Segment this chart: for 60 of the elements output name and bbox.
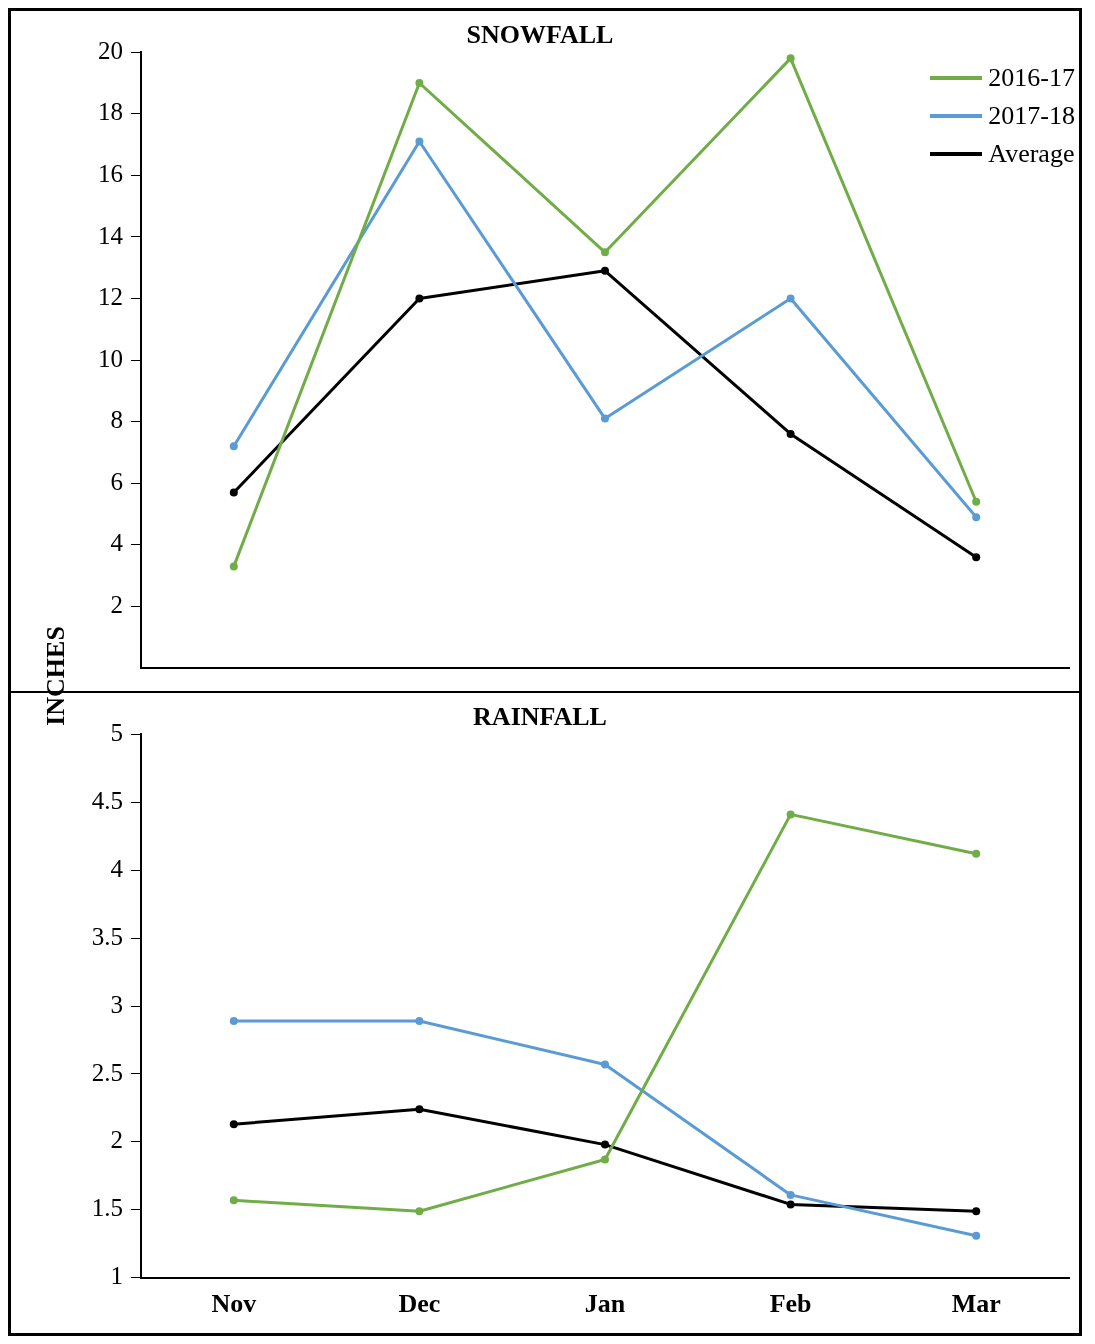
point	[786, 1200, 795, 1209]
point	[972, 497, 981, 506]
point	[229, 562, 238, 571]
point	[786, 1190, 795, 1199]
chart-title: RAINFALL	[473, 702, 607, 732]
y-tick-label: 1	[110, 1262, 123, 1290]
y-tick-label: 4	[110, 854, 124, 882]
y-tick-label: 10	[98, 344, 123, 372]
point	[972, 849, 981, 858]
point	[786, 294, 795, 303]
point	[601, 266, 609, 275]
y-tick-label: 2	[110, 1126, 123, 1154]
x-tick-label: Nov	[211, 1289, 257, 1319]
y-tick-label: 4	[110, 529, 124, 557]
legend-label: 2016-17	[988, 62, 1075, 94]
point	[972, 513, 981, 522]
y-tick-label: 5	[110, 718, 123, 746]
y-axis-title: INCHES	[41, 626, 71, 726]
point	[601, 1060, 609, 1069]
point	[786, 54, 795, 63]
x-tick-label: Mar	[951, 1289, 1001, 1319]
x-tick-label: Dec	[398, 1289, 441, 1319]
y-tick-label: 4.5	[91, 786, 123, 814]
y-tick-label: 2	[110, 590, 123, 618]
y-tick-label: 3.5	[91, 922, 123, 950]
point	[415, 78, 424, 87]
point	[229, 488, 238, 497]
y-tick-label: 1.5	[91, 1194, 123, 1222]
y-tick-label: 2.5	[91, 1058, 123, 1086]
y-tick-label: 18	[98, 98, 123, 126]
point	[972, 1231, 981, 1240]
point	[601, 1155, 609, 1164]
point	[415, 137, 424, 146]
point	[972, 553, 981, 562]
point	[415, 1105, 424, 1114]
legend-label: Average	[988, 138, 1075, 170]
point	[229, 1120, 238, 1129]
chart-title: SNOWFALL	[466, 20, 614, 50]
point	[415, 294, 424, 303]
point	[601, 414, 609, 423]
point	[229, 442, 238, 451]
x-tick-label: Jan	[584, 1289, 626, 1319]
point	[601, 248, 609, 257]
y-tick-label: 20	[98, 36, 123, 64]
y-tick-label: 6	[110, 467, 123, 495]
x-tick-label: Feb	[769, 1289, 812, 1319]
point	[972, 1207, 981, 1216]
y-tick-label: 14	[98, 221, 124, 249]
point	[415, 1016, 424, 1025]
point	[229, 1196, 238, 1205]
y-tick-label: 3	[110, 990, 123, 1018]
point	[229, 1016, 238, 1025]
y-tick-label: 8	[110, 406, 123, 434]
y-tick-label: 12	[98, 283, 123, 311]
point	[415, 1207, 424, 1216]
point	[786, 430, 795, 438]
legend-label: 2017-18	[988, 100, 1075, 132]
point	[601, 1140, 609, 1149]
y-tick-label: 16	[98, 159, 123, 187]
point	[786, 810, 795, 819]
